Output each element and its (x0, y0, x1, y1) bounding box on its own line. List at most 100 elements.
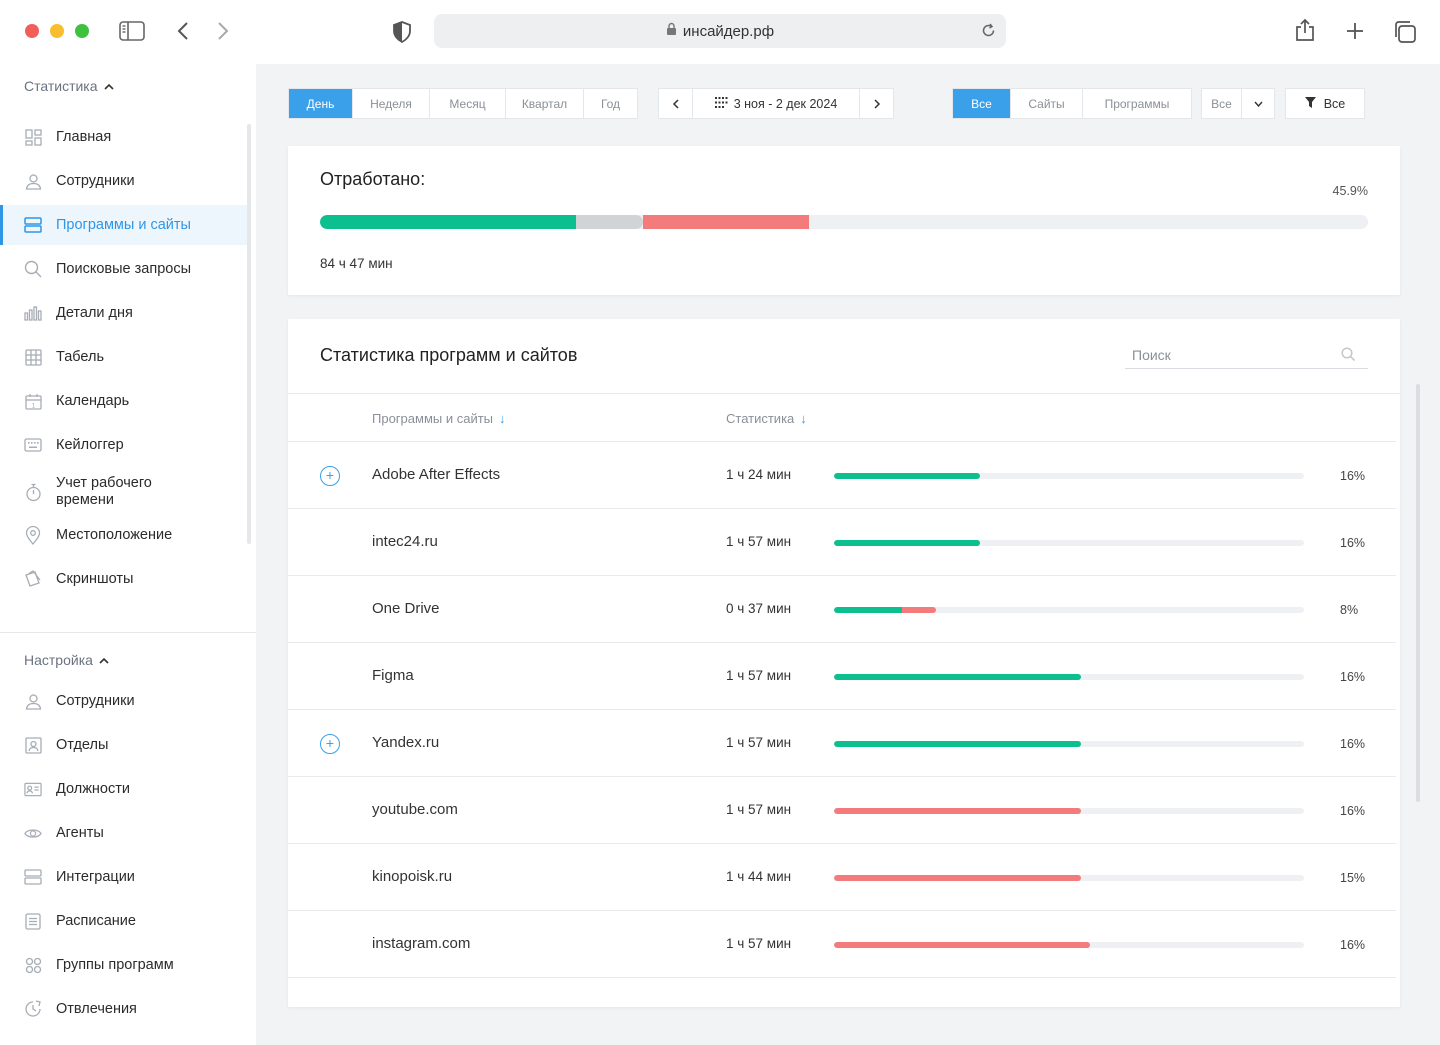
row-percent: 16% (1340, 536, 1366, 550)
bar-chart-icon (24, 304, 42, 322)
sidebar-item-stats-2[interactable]: Программы и сайты (0, 205, 248, 245)
next-period-button[interactable] (859, 89, 893, 118)
search-box (1125, 341, 1368, 369)
table-row[interactable]: + Adobe After Effects 1 ч 24 мин 16% (288, 441, 1396, 508)
sidebar-item-settings-5[interactable]: Расписание (0, 901, 248, 941)
share-icon[interactable] (1295, 18, 1315, 47)
tabs-overview-icon[interactable] (1393, 20, 1417, 49)
col-name-label: Программы и сайты (372, 411, 493, 426)
worked-segment-neutral (576, 215, 643, 229)
sidebar-scrollbar[interactable] (247, 124, 251, 544)
screenshots-icon (24, 570, 42, 588)
groups-icon (24, 956, 42, 974)
search-input[interactable] (1125, 346, 1325, 363)
close-window-button[interactable] (25, 24, 39, 38)
table-row[interactable]: youtube.com 1 ч 57 мин 16% (288, 776, 1396, 843)
sidebar-item-label: Главная (56, 129, 112, 145)
sidebar-item-stats-9[interactable]: Местоположение (0, 515, 248, 555)
col-stat-label: Статистика (726, 411, 795, 426)
table-row[interactable]: + Yandex.ru 1 ч 57 мин 16% (288, 709, 1396, 776)
row-time: 1 ч 24 мин (726, 467, 792, 482)
sidebar-item-stats-7[interactable]: Кейлоггер (0, 425, 248, 465)
sidebar-item-label: Календарь (56, 393, 130, 409)
row-bar-productive (834, 607, 902, 613)
type-button-2[interactable]: Программы (1104, 96, 1170, 111)
sort-by-stat-header[interactable]: Статистика ↓ (726, 411, 807, 426)
type-button-1[interactable]: Сайты (1011, 89, 1083, 118)
row-name: Yandex.ru (372, 734, 440, 751)
back-icon[interactable] (176, 21, 190, 46)
sidebar: Статистика Главная Сотрудники Программы и … (0, 64, 256, 1045)
reload-icon[interactable] (981, 23, 996, 42)
distraction-icon (24, 1000, 42, 1018)
sort-by-name-header[interactable]: Программы и сайты ↓ (372, 411, 506, 426)
calendar-icon (714, 96, 728, 111)
privacy-shield-icon[interactable] (393, 21, 411, 48)
sidebar-item-label: Сотрудники (56, 693, 135, 709)
period-button-3[interactable]: Квартал (506, 89, 584, 118)
sidebar-item-label: Местоположение (56, 527, 173, 543)
sidebar-item-settings-1[interactable]: Отделы (0, 725, 248, 765)
date-range-button[interactable]: 3 ноя - 2 дек 2024 (693, 89, 859, 118)
sidebar-item-settings-7[interactable]: Отвлечения (0, 989, 248, 1029)
sidebar-item-stats-6[interactable]: 1 Календарь (0, 381, 248, 421)
table-row[interactable]: kinopoisk.ru 1 ч 44 мин 15% (288, 843, 1396, 910)
sidebar-item-settings-0[interactable]: Сотрудники (0, 681, 248, 721)
integration-icon (24, 868, 42, 886)
row-name: kinopoisk.ru (372, 868, 453, 885)
app-stats-card: Статистика программ и сайтов Программы и… (288, 319, 1400, 1007)
expand-row-icon[interactable]: + (320, 734, 340, 754)
period-button-4[interactable]: Год (600, 96, 621, 111)
row-name: intec24.ru (372, 533, 438, 550)
stats-section-header[interactable]: Статистика (24, 78, 114, 94)
sidebar-item-stats-4[interactable]: Детали дня (0, 293, 248, 333)
row-name: Figma (372, 667, 414, 684)
sidebar-item-label: Программы и сайты (56, 217, 191, 233)
sidebar-item-settings-3[interactable]: Агенты (0, 813, 248, 853)
sidebar-item-stats-1[interactable]: Сотрудники (0, 161, 248, 201)
table-row[interactable]: One Drive 0 ч 37 мин 8% (288, 575, 1396, 642)
sidebar-item-stats-8[interactable]: Учет рабочего времени (0, 469, 248, 515)
settings-section-header[interactable]: Настройка (24, 652, 109, 668)
keyboard-icon (24, 436, 42, 454)
sidebar-item-settings-2[interactable]: Должности (0, 769, 248, 809)
row-time: 1 ч 44 мин (726, 869, 792, 884)
row-progress-bar (834, 607, 1304, 613)
expand-row-icon[interactable]: + (320, 466, 340, 486)
type-button-0[interactable]: Все (953, 89, 1011, 118)
filter-label: Все (1323, 96, 1346, 111)
sidebar-item-label: Учет рабочего времени (56, 475, 152, 508)
department-icon (24, 736, 42, 754)
row-bar-productive (834, 540, 980, 546)
sidebar-item-stats-5[interactable]: Табель (0, 337, 248, 377)
search-icon[interactable] (1341, 347, 1356, 367)
address-bar[interactable]: инсайдер.рф (434, 14, 1006, 48)
sidebar-item-settings-6[interactable]: Группы программ (0, 945, 248, 985)
minimize-window-button[interactable] (50, 24, 64, 38)
user-icon (24, 172, 42, 190)
table-row[interactable]: Figma 1 ч 57 мин 16% (288, 642, 1396, 709)
sidebar-toggle-icon[interactable] (119, 21, 145, 46)
sidebar-item-label: Должности (56, 781, 130, 797)
header-divider (288, 393, 1400, 394)
sidebar-item-stats-0[interactable]: Главная (0, 117, 248, 157)
sidebar-item-stats-10[interactable]: Скриншоты (0, 559, 248, 599)
period-button-0[interactable]: День (289, 89, 353, 118)
grid-icon (24, 348, 42, 366)
sidebar-item-settings-4[interactable]: Интеграции (0, 857, 248, 897)
category-dropdown[interactable]: Все (1201, 88, 1275, 119)
table-bottom-divider (288, 977, 1396, 978)
type-selector: Все Сайты Программы (952, 88, 1192, 119)
prev-period-button[interactable] (659, 89, 693, 118)
sidebar-item-stats-3[interactable]: Поисковые запросы (0, 249, 248, 289)
table-row[interactable]: intec24.ru 1 ч 57 мин 16% (288, 508, 1396, 575)
forward-icon[interactable] (216, 21, 230, 46)
worked-total-time: 84 ч 47 мин (320, 256, 393, 271)
table-row[interactable]: instagram.com 1 ч 57 мин 16% (288, 910, 1396, 977)
maximize-window-button[interactable] (75, 24, 89, 38)
main-scrollbar[interactable] (1416, 384, 1420, 802)
period-button-1[interactable]: Неделя (353, 89, 430, 118)
period-button-2[interactable]: Месяц (430, 89, 506, 118)
new-tab-icon[interactable] (1345, 21, 1365, 46)
filter-button[interactable]: Все (1285, 88, 1365, 119)
